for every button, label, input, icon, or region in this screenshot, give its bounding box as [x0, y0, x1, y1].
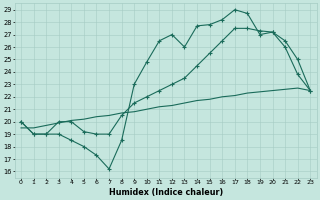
X-axis label: Humidex (Indice chaleur): Humidex (Indice chaleur) — [108, 188, 223, 197]
